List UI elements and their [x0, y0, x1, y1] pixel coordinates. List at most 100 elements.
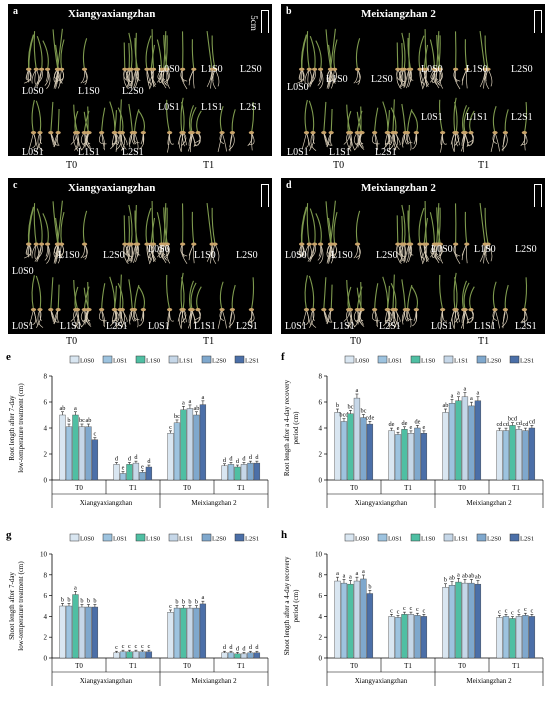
significance-letter: c	[141, 643, 144, 650]
seedling	[35, 275, 44, 328]
bar	[515, 616, 523, 659]
seedling	[36, 208, 45, 263]
seedling	[431, 31, 440, 85]
seedling	[73, 104, 82, 151]
label-b-11: L1S1	[466, 112, 488, 123]
label-d-2: L1S0	[331, 250, 353, 261]
significance-letter: c	[531, 607, 534, 614]
x-tick-label: T1	[512, 484, 520, 492]
bar	[496, 430, 503, 481]
bar	[253, 652, 261, 659]
significance-letter: c	[115, 644, 118, 651]
y-tick-label: 6	[44, 592, 48, 600]
seedling	[400, 32, 407, 89]
significance-letter: a	[477, 390, 480, 397]
seedling	[406, 37, 414, 89]
group-label: Meixiangzhan 2	[466, 677, 512, 685]
seedling	[327, 28, 336, 89]
bar	[388, 616, 395, 659]
bar	[113, 652, 120, 659]
bar	[240, 464, 248, 481]
x-tick-label: T0	[350, 484, 358, 492]
label-a-8: L1S1	[78, 147, 100, 156]
label-b-10: L0S1	[421, 112, 443, 123]
seedling	[131, 284, 140, 328]
legend-swatch	[168, 533, 179, 542]
y-tick-label: 2	[44, 634, 48, 642]
label-b-7: L0S1	[287, 147, 309, 156]
bar	[407, 432, 415, 481]
bar	[221, 465, 228, 481]
seedling	[410, 285, 419, 327]
significance-letter: cde	[366, 414, 375, 421]
chart-f: f L0S0 L0S1 L1S0 L1S1 L2S0 L2S1 Root length aft…	[281, 351, 544, 508]
scale-label-a: 5cm	[248, 15, 259, 31]
significance-letter: ab	[60, 405, 66, 412]
bar	[227, 652, 235, 659]
label-a-10: L0S1	[158, 102, 180, 113]
bar	[420, 432, 428, 481]
significance-letter: c	[94, 431, 97, 438]
bar	[509, 618, 516, 659]
seedling	[315, 40, 324, 90]
legend-label: L0S1	[113, 358, 127, 365]
seedling	[26, 34, 34, 83]
seedling	[346, 279, 355, 328]
legend-label: L1S1	[179, 536, 193, 543]
bar	[448, 585, 456, 659]
bar	[91, 439, 99, 481]
significance-letter: c	[390, 607, 393, 614]
scale-bar-a	[261, 10, 269, 33]
seedling	[404, 284, 413, 328]
y-tick-label: 4	[44, 425, 48, 433]
seedling	[247, 102, 255, 151]
significance-letter: d	[115, 455, 119, 462]
panel-title-b: Meixiangzhan 2	[361, 8, 436, 20]
seedling	[404, 109, 413, 151]
label-c-8: L1S1	[60, 321, 82, 332]
panel-letter-a: a	[13, 6, 18, 17]
bar	[199, 603, 207, 659]
y-tick-label: 8	[319, 571, 323, 579]
bar	[461, 396, 469, 481]
y-tick-label: 8	[44, 571, 48, 579]
significance-letter: bc	[360, 407, 366, 414]
seedling	[439, 274, 447, 330]
bar	[502, 430, 510, 481]
bar	[522, 615, 529, 659]
x-tick-label: T0	[75, 484, 83, 492]
significance-letter: c	[511, 610, 514, 617]
legend-swatch	[377, 355, 388, 364]
legend-label: L2S0	[487, 358, 501, 365]
seedling	[390, 107, 401, 151]
bar	[366, 423, 374, 481]
significance-letter: a	[343, 572, 346, 579]
seedling	[188, 211, 197, 264]
seedling	[501, 109, 509, 152]
y-tick-label: 0	[319, 477, 323, 485]
seedling	[309, 35, 318, 88]
seedlings-d	[297, 200, 528, 330]
label-a-7: L0S1	[22, 147, 44, 156]
significance-letter: d	[147, 458, 151, 465]
significance-letter: c	[169, 424, 172, 431]
y-tick-label: 0	[44, 477, 48, 485]
significance-letter: c	[410, 605, 413, 612]
y-tick-label: 6	[319, 592, 323, 600]
seedling	[137, 110, 146, 150]
significance-letter: d	[229, 455, 233, 462]
panel-letter-d: d	[286, 180, 292, 191]
chart-panel-e: e L0S0 L0S1 L1S0 L1S1 L2S0 L2S1 Root length aft…	[0, 348, 275, 520]
seedling	[460, 106, 470, 152]
bar	[353, 580, 361, 659]
bar	[340, 421, 348, 481]
label-a-3: L2S0	[122, 86, 144, 97]
legend-swatch	[69, 533, 80, 542]
seedling	[98, 283, 107, 328]
significance-letter: a	[464, 386, 467, 393]
legend-swatch	[443, 533, 454, 542]
bar	[119, 651, 127, 659]
seedling	[371, 283, 380, 328]
bar	[407, 614, 415, 659]
significance-letter: b	[368, 583, 371, 590]
